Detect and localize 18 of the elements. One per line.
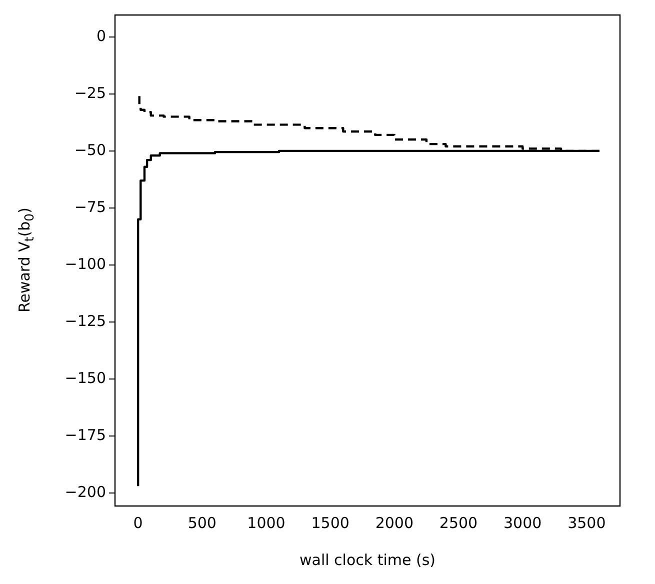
y-tick-label: −25	[74, 84, 106, 102]
y-tick-label: −125	[64, 312, 106, 330]
x-tick-label: 3500	[568, 514, 606, 532]
x-tick-label: 0	[133, 514, 143, 532]
y-tick-label: −50	[74, 140, 106, 159]
y-tick-label: −175	[64, 426, 106, 444]
x-tick-label: 1000	[247, 514, 286, 532]
y-tick-label: −200	[64, 482, 106, 501]
y-tick-label: 0	[96, 26, 106, 45]
x-tick-label: 3000	[503, 514, 542, 532]
x-tick-label: 2500	[439, 514, 478, 532]
x-tick-label: 500	[188, 514, 216, 532]
x-tick-label: 1500	[311, 514, 350, 532]
y-tick-label: −150	[64, 368, 106, 387]
y-tick-label: −75	[74, 198, 106, 216]
x-axis-title: wall clock time (s)	[299, 550, 436, 569]
y-tick-label: −100	[64, 254, 106, 273]
x-tick-label: 2000	[375, 514, 414, 532]
